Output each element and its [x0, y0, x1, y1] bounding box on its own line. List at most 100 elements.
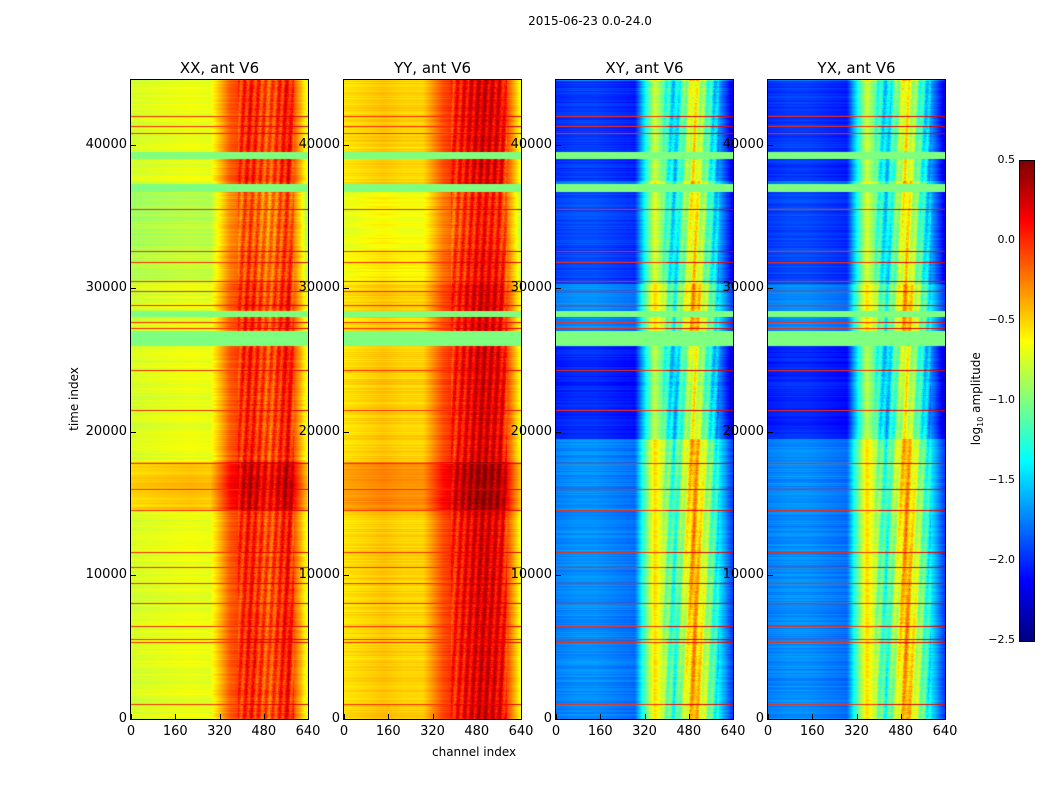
- x-tick-mark: [768, 714, 769, 719]
- x-tick-label: 160: [375, 724, 401, 739]
- y-tick-mark: [131, 719, 136, 720]
- panel-title-xx: XX, ant V6: [179, 59, 260, 77]
- y-tick-mark: [556, 575, 561, 577]
- y-axis-label: time index: [66, 367, 81, 431]
- x-tick-mark: [219, 714, 221, 719]
- x-tick-label: 640: [508, 724, 534, 739]
- x-tick-label: 640: [932, 724, 958, 739]
- y-tick-label: 10000: [85, 567, 127, 583]
- x-tick-mark: [945, 714, 946, 719]
- y-tick-mark: [556, 144, 561, 146]
- colorbar-tick-label: 0.5: [997, 153, 1016, 166]
- x-tick-label: 320: [420, 724, 445, 739]
- colorbar-tick-label: −1.5: [988, 473, 1015, 486]
- x-tick-mark: [308, 714, 309, 719]
- x-tick-mark: [900, 714, 902, 719]
- y-tick-label: 20000: [85, 423, 127, 439]
- y-tick-label: 20000: [298, 423, 340, 439]
- x-tick-label: 320: [632, 724, 657, 739]
- y-tick-label: 0: [755, 711, 764, 726]
- x-tick-mark: [344, 714, 345, 719]
- y-tick-mark: [768, 719, 773, 720]
- y-tick-mark: [131, 144, 136, 146]
- x-axis-label: channel index: [432, 745, 517, 759]
- y-tick-label: 30000: [298, 280, 340, 296]
- x-tick-label: 480: [888, 724, 914, 739]
- y-tick-mark: [556, 288, 561, 290]
- y-tick-label: 40000: [510, 136, 552, 152]
- x-tick-mark: [644, 714, 646, 719]
- heatmap-image: [556, 80, 733, 719]
- y-tick-label: 0: [543, 711, 552, 726]
- x-tick-label: 0: [339, 724, 349, 739]
- y-tick-label: 0: [118, 711, 127, 726]
- x-tick-mark: [856, 714, 858, 719]
- x-tick-mark: [521, 714, 522, 719]
- colorbar-label-sub: 10: [976, 416, 986, 427]
- y-tick-mark: [344, 431, 349, 433]
- y-tick-label: 10000: [298, 567, 340, 583]
- y-tick-mark: [556, 719, 561, 720]
- x-tick-label: 160: [799, 724, 825, 739]
- x-tick-mark: [733, 714, 734, 719]
- x-tick-label: 0: [551, 724, 561, 739]
- heatmap-panel: [130, 79, 309, 720]
- y-tick-label: 10000: [510, 567, 552, 583]
- y-tick-label: 20000: [510, 423, 552, 439]
- heatmap-image: [131, 80, 308, 719]
- panel-title-yx: YX, ant V6: [817, 59, 896, 77]
- x-tick-mark: [432, 714, 434, 719]
- y-tick-mark: [131, 431, 136, 433]
- x-tick-mark: [263, 714, 265, 719]
- y-tick-label: 0: [331, 711, 340, 726]
- y-tick-mark: [556, 431, 561, 433]
- colorbar-tick-label: −0.5: [988, 313, 1015, 326]
- y-tick-label: 30000: [510, 280, 552, 296]
- x-tick-label: 320: [207, 724, 232, 739]
- x-tick-mark: [688, 714, 690, 719]
- colorbar-tick-label: 0.0: [997, 233, 1016, 246]
- heatmap-panel: [767, 79, 946, 720]
- y-tick-mark: [768, 144, 773, 146]
- colorbar: [1019, 160, 1035, 642]
- panel-title-xy: XY, ant V6: [605, 59, 684, 77]
- y-tick-mark: [344, 575, 349, 577]
- y-tick-mark: [344, 719, 349, 720]
- x-tick-mark: [175, 714, 177, 719]
- colorbar-label-log: log: [968, 426, 983, 446]
- x-tick-mark: [131, 714, 132, 719]
- x-tick-label: 480: [464, 724, 490, 739]
- colorbar-tick-label: −2.5: [988, 633, 1015, 646]
- x-tick-mark: [476, 714, 478, 719]
- heatmap-image: [344, 80, 521, 719]
- x-tick-label: 0: [126, 724, 136, 739]
- x-tick-label: 320: [844, 724, 869, 739]
- x-tick-mark: [388, 714, 390, 719]
- figure-title: 2015-06-23 0.0-24.0: [528, 14, 652, 28]
- y-tick-label: 40000: [722, 136, 764, 152]
- heatmap-panel: [343, 79, 522, 720]
- heatmap-image: [768, 80, 945, 719]
- y-tick-label: 10000: [722, 567, 764, 583]
- y-tick-label: 30000: [722, 280, 764, 296]
- y-tick-label: 20000: [722, 423, 764, 439]
- x-tick-label: 160: [587, 724, 613, 739]
- y-tick-label: 40000: [298, 136, 340, 152]
- x-tick-label: 160: [162, 724, 188, 739]
- colorbar-gradient: [1020, 161, 1034, 641]
- x-tick-label: 0: [763, 724, 773, 739]
- y-tick-mark: [768, 288, 773, 290]
- x-tick-mark: [556, 714, 557, 719]
- y-tick-mark: [768, 431, 773, 433]
- y-tick-mark: [131, 575, 136, 577]
- x-tick-mark: [812, 714, 814, 719]
- x-tick-label: 640: [295, 724, 321, 739]
- panel-title-yy: YY, ant V6: [393, 59, 471, 77]
- heatmap-panel: [555, 79, 734, 720]
- x-tick-label: 480: [251, 724, 277, 739]
- y-tick-label: 30000: [85, 280, 127, 296]
- y-tick-mark: [131, 288, 136, 290]
- x-tick-mark: [600, 714, 602, 719]
- y-tick-mark: [344, 288, 349, 290]
